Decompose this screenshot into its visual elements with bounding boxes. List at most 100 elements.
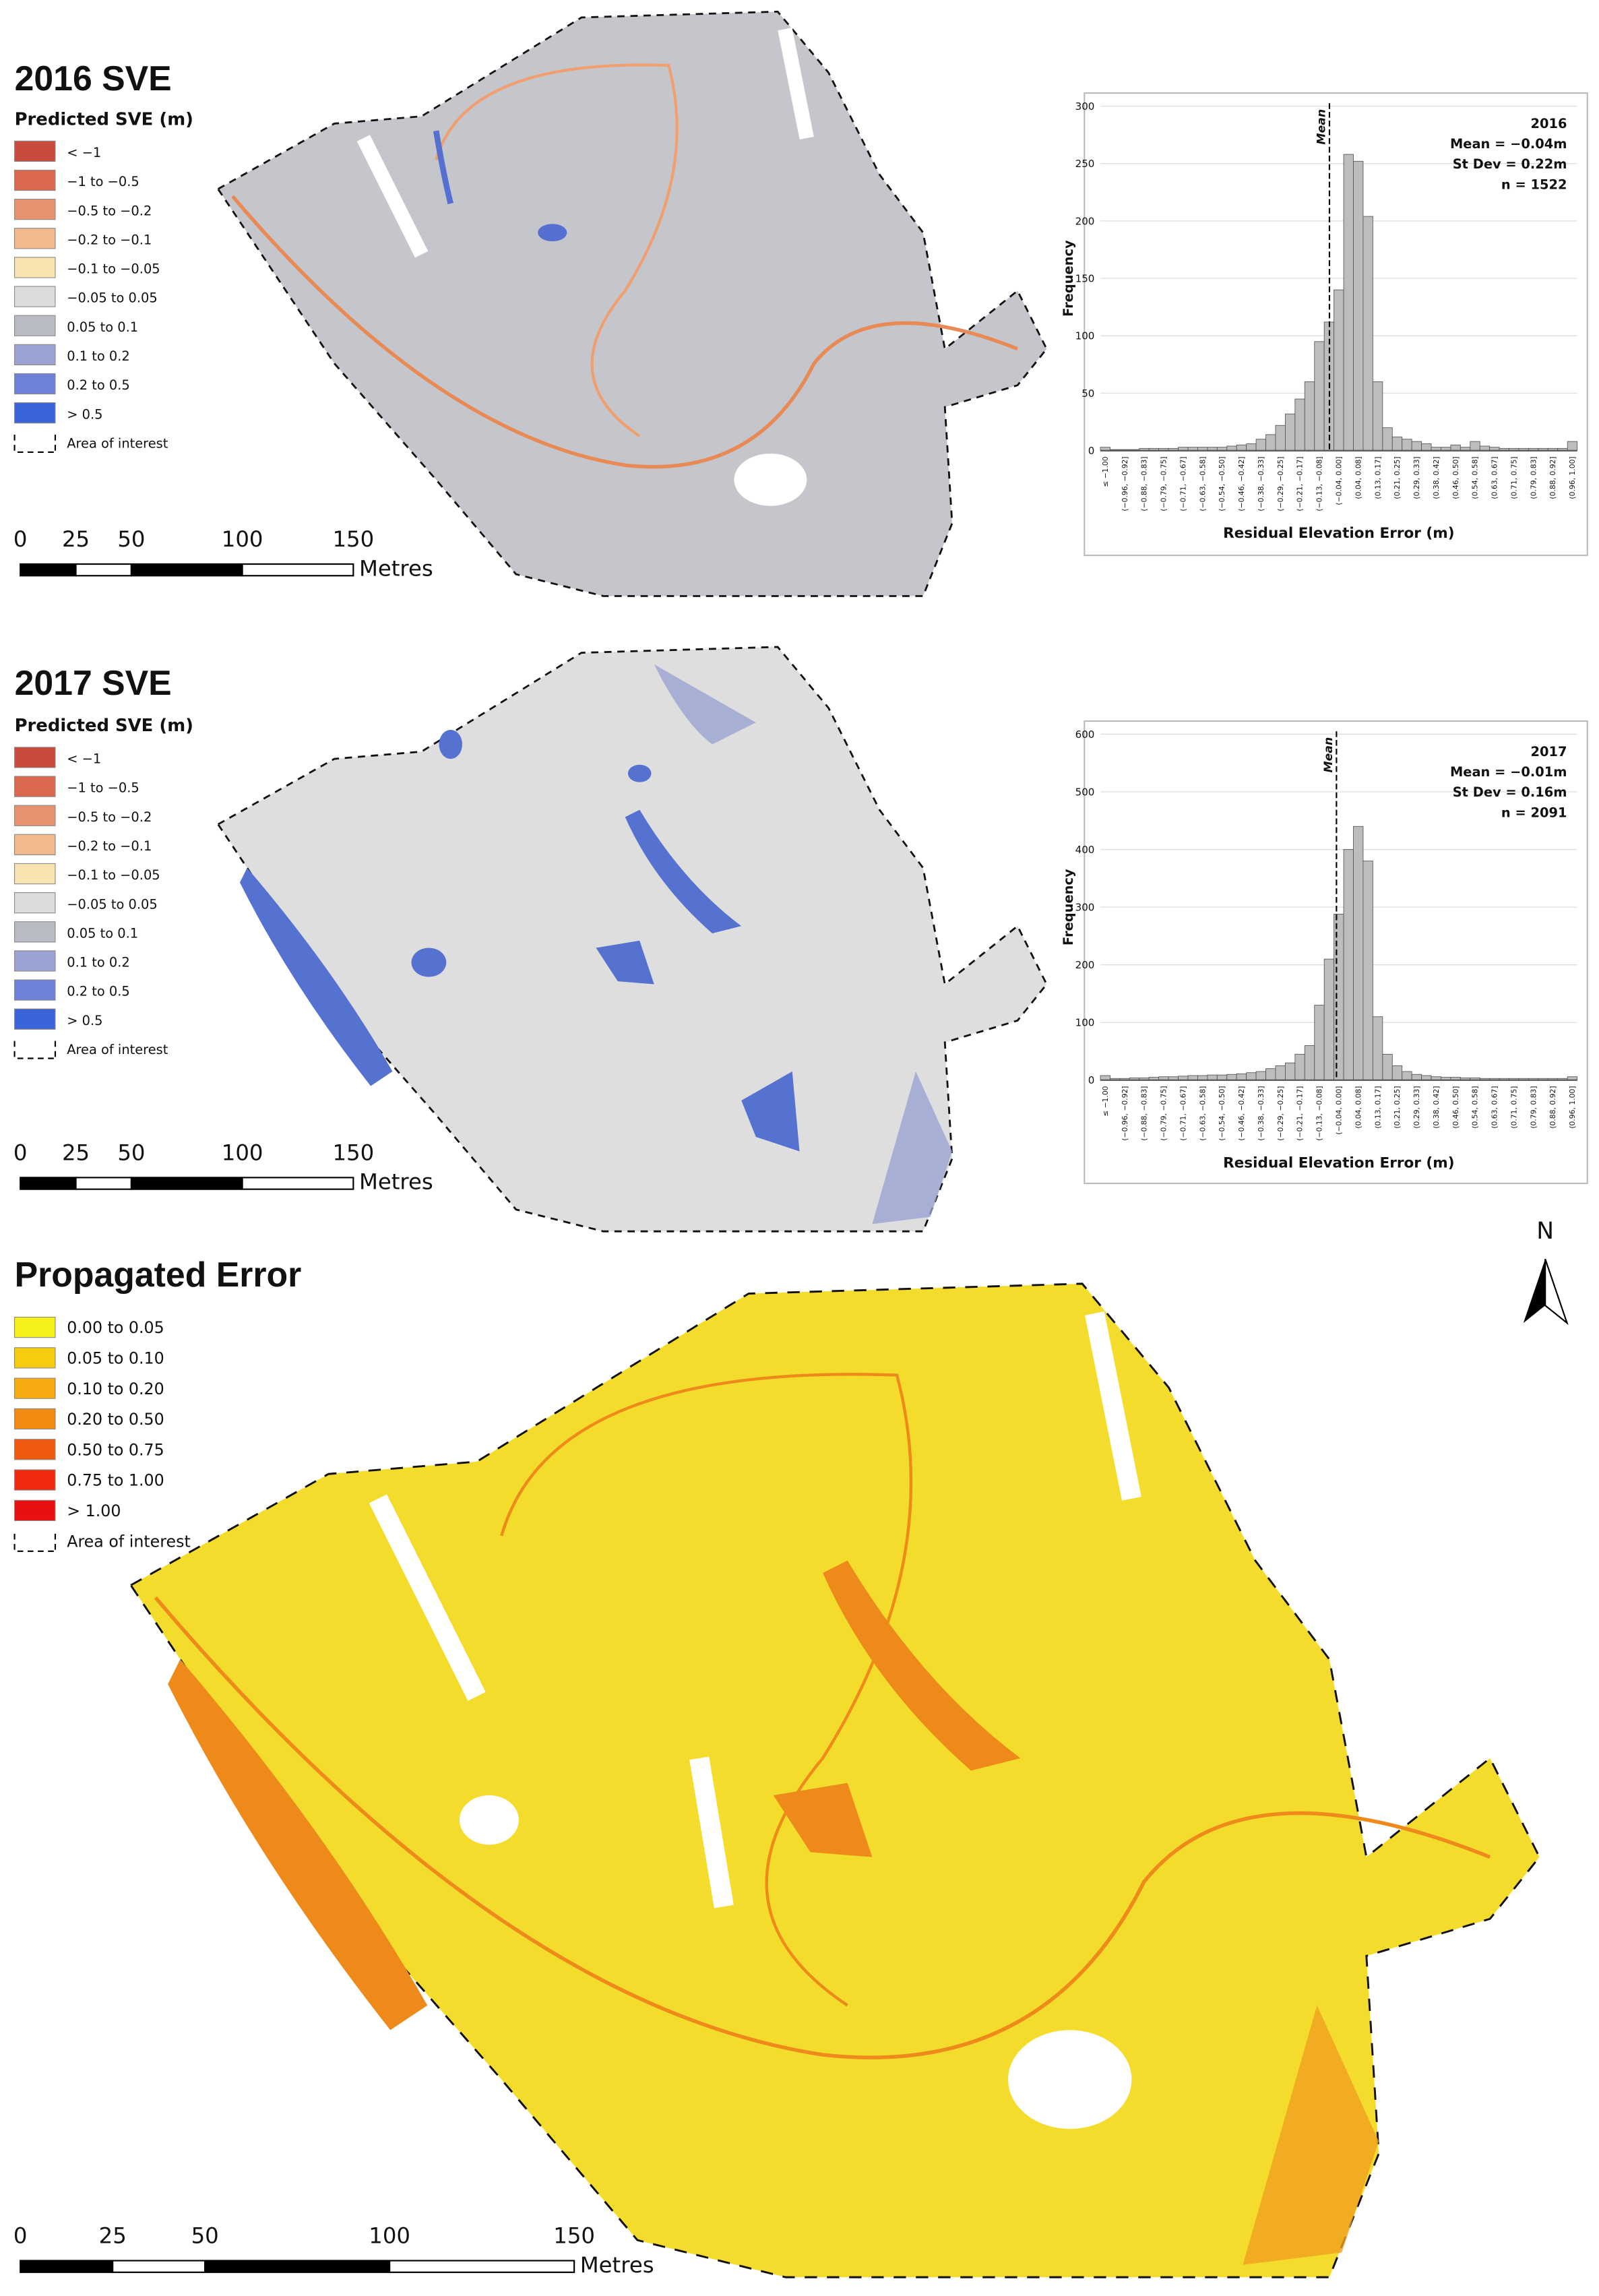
x-tick-label: (0.96, 1.00] [1568, 456, 1577, 499]
legend-label: > 1.00 [67, 1501, 121, 1520]
bar [1284, 1062, 1296, 1081]
legend-swatch [14, 199, 56, 220]
legend-swatch [14, 1347, 56, 1369]
scale-segment [75, 1177, 132, 1190]
bar [1421, 443, 1432, 452]
bar [1411, 1074, 1422, 1081]
panel-title: Propagated Error [15, 1255, 302, 1294]
bar [1265, 1068, 1276, 1081]
x-tick-label: (0.96, 1.00] [1568, 1086, 1577, 1128]
bar [1391, 436, 1403, 452]
bar [1304, 381, 1315, 452]
legend-label: 0.05 to 0.1 [67, 319, 138, 335]
y-tick-label: 0 [1088, 1074, 1095, 1086]
y-tick-label: 150 [1075, 273, 1095, 285]
x-tick-label: (0.71, 0.75] [1509, 456, 1518, 499]
x-tick-label: (0.79, 0.83] [1529, 456, 1538, 499]
bar [1275, 1065, 1286, 1081]
stats-text: Mean = −0.04m [1450, 136, 1567, 152]
legend-swatch [14, 921, 56, 943]
bar [1294, 1053, 1305, 1081]
stats-title: 2017 [1531, 744, 1567, 759]
x-tick-label: ≤ −1.00 [1101, 456, 1110, 487]
legend-label: −0.05 to 0.05 [67, 290, 158, 306]
bar [1265, 434, 1276, 452]
bar [1255, 1071, 1266, 1081]
y-axis-title: Frequency [1061, 869, 1076, 945]
x-tick-label: (0.38, 0.42] [1432, 1086, 1441, 1128]
legend-label: > 0.5 [67, 1013, 102, 1028]
x-tick-label: (−0.88, −0.83] [1140, 1086, 1149, 1140]
x-tick-label: (−0.13, −0.08] [1315, 456, 1324, 511]
x-tick-label: (−0.54, −0.50] [1218, 1086, 1226, 1140]
bar [1353, 826, 1364, 1081]
legend-title: Predicted SVE (m) [15, 110, 193, 130]
legend-label: −1 to −0.5 [67, 174, 139, 189]
x-tick-label: (−0.38, −0.33] [1257, 1086, 1265, 1140]
legend-swatch [14, 834, 56, 856]
x-tick-label: (−0.54, −0.50] [1218, 456, 1226, 511]
scale-unit: Metres [359, 1169, 433, 1195]
scale-segment [241, 1177, 354, 1190]
scale-label: 100 [222, 526, 263, 552]
y-tick-label: 250 [1075, 158, 1095, 170]
bar [1382, 427, 1393, 452]
x-tick-label: (0.29, 0.33] [1412, 456, 1421, 499]
x-tick-label: (0.88, 0.92] [1548, 1086, 1557, 1128]
scale-label: 25 [62, 1140, 90, 1165]
scale-unit: Metres [359, 555, 433, 581]
x-tick-label: (−0.46, −0.42] [1237, 1086, 1246, 1140]
stats-text: n = 2091 [1501, 805, 1567, 820]
x-tick-label: (0.46, 0.50] [1451, 456, 1460, 499]
bar [1470, 441, 1480, 452]
x-tick-label: (−0.13, −0.08] [1315, 1086, 1324, 1140]
x-tick-label: (−0.71, −0.67] [1179, 1086, 1187, 1140]
y-tick-label: 100 [1075, 330, 1095, 342]
legend-label: 0.05 to 0.10 [67, 1349, 164, 1368]
legend-label: 0.1 to 0.2 [67, 955, 130, 970]
legend-label: < −1 [67, 145, 101, 160]
north-arrow: N [1523, 1218, 1569, 1326]
x-axis-title: Residual Elevation Error (m) [1223, 525, 1455, 542]
bar [1567, 441, 1578, 452]
legend-label: < −1 [67, 751, 101, 767]
legend-aoi-symbol [13, 1041, 57, 1059]
bar [1246, 443, 1257, 452]
bar [1372, 1016, 1383, 1081]
bar [1236, 444, 1247, 452]
legend-title: Predicted SVE (m) [15, 716, 193, 736]
bar [1402, 439, 1412, 452]
scale-segment [112, 2260, 206, 2273]
stats-text: n = 1522 [1501, 177, 1567, 192]
legend-label: −0.1 to −0.05 [67, 867, 160, 883]
y-tick-label: 500 [1075, 786, 1095, 798]
x-axis-title: Residual Elevation Error (m) [1223, 1154, 1455, 1171]
legend-label: Area of interest [67, 435, 168, 451]
bar [1334, 913, 1344, 1081]
bar [1353, 160, 1364, 452]
bar [1207, 1074, 1218, 1081]
scale-segment [130, 563, 243, 577]
stats-title: 2016 [1531, 116, 1567, 131]
stats-text: St Dev = 0.22m [1453, 156, 1567, 172]
x-tick-label: (0.13, 0.17] [1373, 1086, 1382, 1128]
legend-label: 0.05 to 0.1 [67, 925, 138, 941]
x-tick-label: (0.71, 0.75] [1509, 1086, 1518, 1128]
scale-segment [20, 563, 77, 577]
legend-swatch [14, 1008, 56, 1030]
x-tick-label: (−0.79, −0.75] [1160, 456, 1168, 511]
x-tick-label: (−0.63, −0.58] [1198, 1086, 1207, 1140]
scale-label: 0 [13, 2223, 28, 2249]
legend-label: Area of interest [67, 1532, 191, 1551]
legend-label: −0.5 to −0.2 [67, 203, 152, 218]
stats-text: Mean = −0.01m [1450, 764, 1567, 780]
scale-segment [241, 563, 354, 577]
x-tick-label: (−0.88, −0.83] [1140, 456, 1149, 511]
scale-label: 50 [117, 526, 145, 552]
scale-segment [20, 1177, 77, 1190]
x-tick-label: (−0.71, −0.67] [1179, 456, 1187, 511]
scale-label: 0 [13, 1140, 28, 1165]
scale-segment [130, 1177, 243, 1190]
x-tick-label: (−0.21, −0.17] [1296, 1086, 1305, 1140]
bar [1216, 1074, 1228, 1081]
